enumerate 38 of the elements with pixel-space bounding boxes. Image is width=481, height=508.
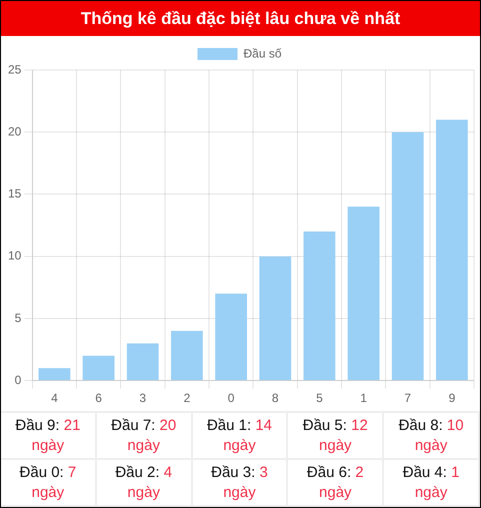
chart-title: Thống kê đầu đặc biệt lâu chưa về nhất	[1, 1, 480, 36]
text: Đầu 7: 20 ngày	[111, 416, 176, 454]
y-tick-label: 5	[14, 310, 22, 325]
text: Đầu 1: 14 ngày	[206, 416, 272, 454]
bar	[436, 120, 468, 380]
x-tick-label: 0	[228, 391, 235, 406]
text: Đầu 2: 4 ngày	[115, 464, 172, 500]
x-tick-label: 2	[184, 391, 191, 406]
x-tick-label: 4	[51, 391, 58, 406]
x-tick-label: 9	[448, 391, 456, 406]
y-tick-label: 25	[8, 62, 22, 76]
text: Đầu 9: 21 ngày	[15, 416, 80, 454]
bar	[215, 294, 247, 380]
x-tick-label: 1	[360, 391, 368, 406]
bar	[82, 356, 114, 380]
x-tick-label: 7	[404, 391, 412, 406]
text: Đầu 5: 12 ngày	[302, 416, 368, 454]
bar	[392, 132, 424, 380]
bar	[348, 206, 380, 380]
bar	[259, 256, 292, 380]
bar	[171, 330, 203, 380]
text: Đầu 4: 1 ngày	[402, 464, 460, 500]
text: Đầu 0: 7 ngày	[20, 464, 76, 500]
text: Đầu 3: 3 ngày	[211, 464, 268, 500]
bar	[304, 232, 336, 380]
bar	[38, 368, 70, 380]
x-tick-label: 8	[272, 391, 279, 406]
y-tick-label: 10	[8, 248, 22, 263]
x-tick-label: 6	[95, 391, 102, 406]
x-tick-label: 5	[316, 391, 324, 406]
text: Đầu 6: 2 ngày	[306, 464, 364, 500]
y-tick-label: 15	[8, 186, 22, 201]
y-tick-label: 0	[14, 372, 22, 387]
x-tick-label: 3	[139, 391, 146, 406]
y-tick-label: 20	[8, 124, 22, 138]
bar	[126, 343, 159, 380]
text: Đầu 8: 10 ngày	[398, 416, 464, 454]
legend-label: Đầu số	[243, 46, 282, 60]
